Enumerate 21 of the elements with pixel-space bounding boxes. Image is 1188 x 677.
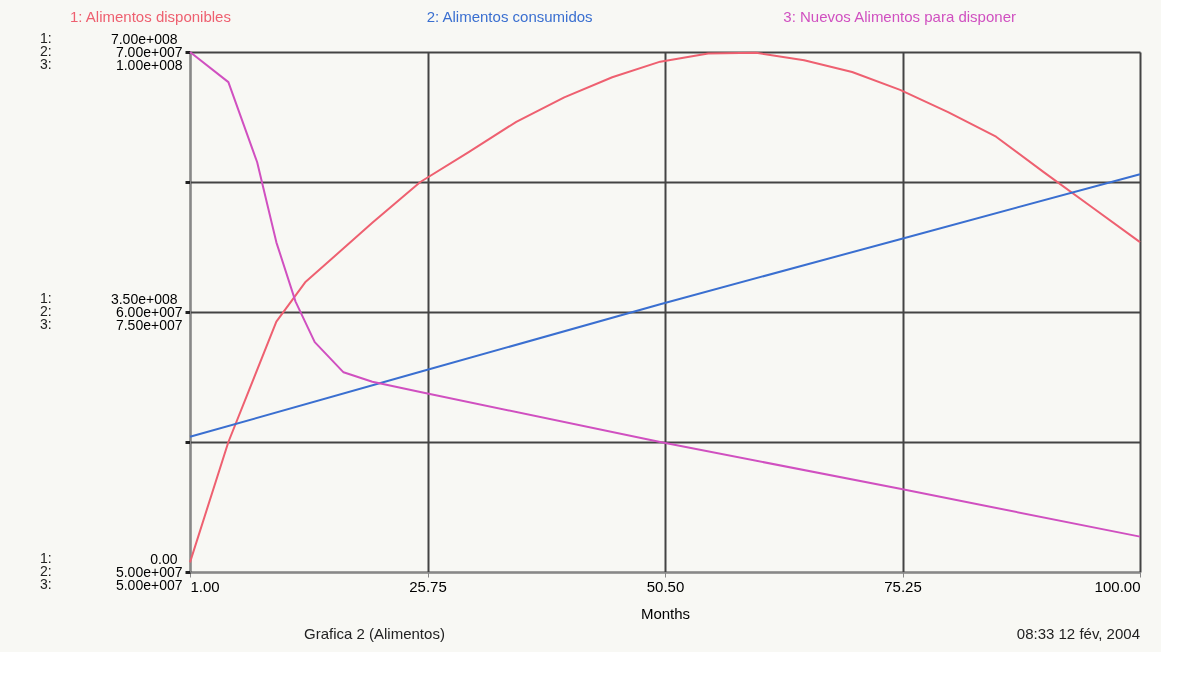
line-series [189,173,1141,438]
text: Grafica 2 (Alimentos) [304,625,445,642]
text: 1: [40,30,52,46]
text: 2: [40,303,52,319]
text: 3: [40,316,52,332]
x-tick-label: 100.00 [1094,577,1141,595]
x-tick-label: 50.50 [646,577,685,595]
text: 3: Nuevos Alimentos para disponer [783,8,1016,25]
text: 1: Alimentos disponibles [70,8,231,25]
x-tick-label: 25.75 [409,577,447,595]
text: 08:33 12 fév, 2004 [1016,625,1140,642]
x-axis-title: Months [640,604,691,622]
text: 2: [40,43,52,59]
text: 2: Alimentos consumidos [426,8,593,25]
text: 3: [40,576,52,592]
text: 1: [40,550,52,566]
text: 2: [40,563,52,579]
x-tick-label: 1.00 [190,577,220,595]
x-tick-label: 75.25 [884,577,922,595]
text: 3: [40,56,52,72]
text: 1: [40,290,52,306]
